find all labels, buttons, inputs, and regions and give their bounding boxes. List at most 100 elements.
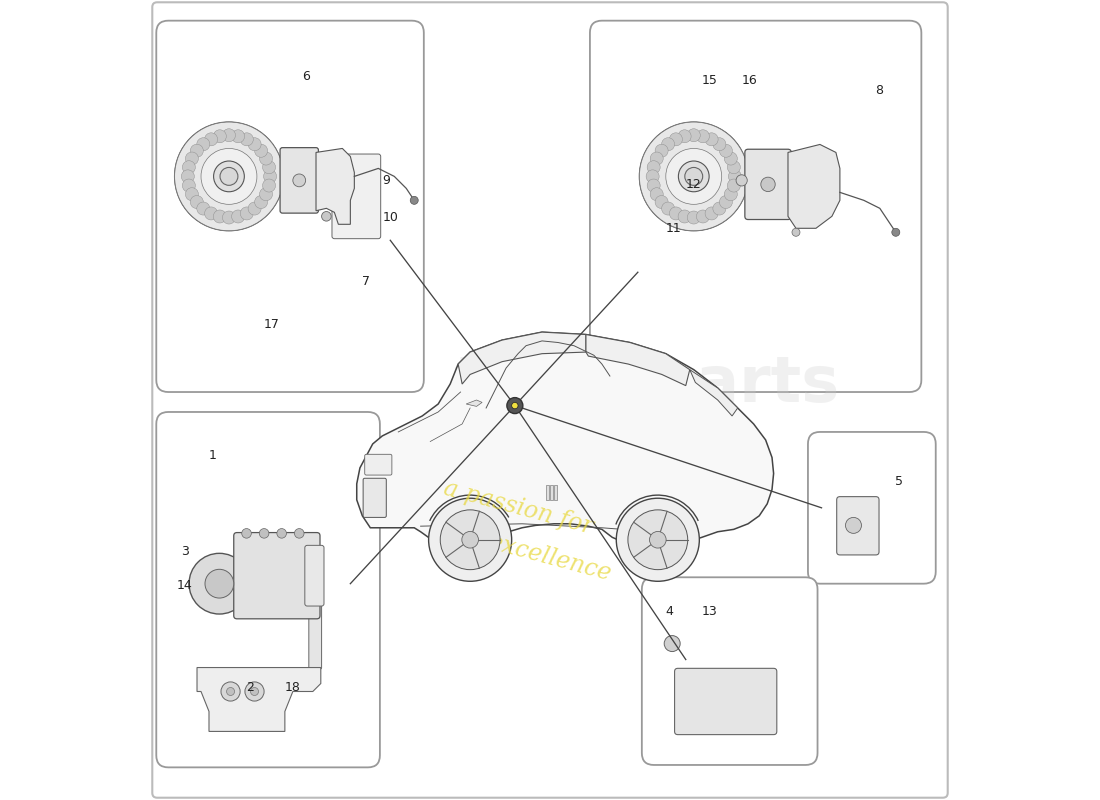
Circle shape — [410, 196, 418, 204]
Circle shape — [696, 130, 710, 143]
Circle shape — [719, 144, 733, 158]
Circle shape — [727, 161, 740, 174]
Polygon shape — [459, 332, 586, 384]
Circle shape — [213, 210, 227, 223]
Circle shape — [205, 207, 218, 220]
Text: 6: 6 — [302, 70, 310, 83]
Polygon shape — [316, 149, 354, 224]
Circle shape — [713, 138, 726, 150]
Circle shape — [507, 398, 522, 414]
Circle shape — [705, 133, 718, 146]
Text: a passion for: a passion for — [441, 477, 595, 539]
Circle shape — [260, 529, 268, 538]
Circle shape — [670, 133, 682, 146]
Circle shape — [251, 687, 258, 695]
Text: 9: 9 — [383, 174, 390, 187]
Circle shape — [245, 682, 264, 701]
Circle shape — [260, 188, 273, 201]
FancyBboxPatch shape — [233, 533, 320, 619]
Circle shape — [792, 228, 800, 236]
Circle shape — [254, 144, 267, 158]
Circle shape — [664, 635, 680, 651]
Text: 12: 12 — [686, 178, 702, 191]
Circle shape — [242, 529, 251, 538]
Circle shape — [321, 211, 331, 221]
Circle shape — [656, 195, 668, 209]
Circle shape — [440, 510, 500, 570]
Text: 7: 7 — [362, 275, 371, 288]
Polygon shape — [586, 334, 690, 386]
FancyBboxPatch shape — [674, 668, 777, 734]
Circle shape — [647, 161, 660, 174]
Circle shape — [761, 177, 776, 191]
Text: 16: 16 — [741, 74, 758, 87]
Polygon shape — [466, 400, 482, 406]
FancyBboxPatch shape — [590, 21, 922, 392]
FancyBboxPatch shape — [332, 154, 381, 238]
Circle shape — [649, 531, 667, 548]
Circle shape — [182, 170, 195, 183]
Circle shape — [679, 161, 710, 192]
Circle shape — [719, 195, 733, 209]
Text: 5: 5 — [895, 475, 903, 488]
Circle shape — [197, 202, 210, 215]
Circle shape — [213, 130, 227, 143]
Circle shape — [462, 531, 478, 548]
Text: 10: 10 — [383, 211, 398, 225]
Text: 11: 11 — [666, 222, 682, 234]
FancyBboxPatch shape — [837, 497, 879, 555]
Circle shape — [232, 130, 244, 143]
Circle shape — [688, 129, 701, 142]
Circle shape — [232, 210, 244, 223]
Circle shape — [646, 170, 659, 183]
Circle shape — [240, 207, 253, 220]
Text: 1: 1 — [208, 450, 216, 462]
Text: 15: 15 — [702, 74, 717, 87]
Circle shape — [639, 122, 748, 230]
Circle shape — [685, 167, 703, 186]
Circle shape — [189, 554, 250, 614]
Circle shape — [205, 570, 233, 598]
Circle shape — [678, 210, 691, 223]
Polygon shape — [197, 667, 321, 731]
FancyBboxPatch shape — [309, 598, 321, 669]
Circle shape — [678, 130, 691, 143]
Circle shape — [183, 179, 196, 192]
Circle shape — [197, 138, 210, 150]
Polygon shape — [356, 332, 773, 548]
Text: excellence: excellence — [486, 530, 614, 586]
Circle shape — [293, 174, 306, 186]
Circle shape — [727, 179, 740, 192]
FancyBboxPatch shape — [156, 21, 424, 392]
Circle shape — [213, 161, 244, 192]
Circle shape — [650, 188, 663, 201]
Circle shape — [705, 207, 718, 220]
Circle shape — [277, 529, 286, 538]
Circle shape — [713, 202, 726, 215]
Circle shape — [724, 152, 737, 165]
FancyBboxPatch shape — [808, 432, 936, 584]
Circle shape — [628, 510, 688, 570]
Text: 14: 14 — [177, 578, 192, 592]
Circle shape — [264, 170, 276, 183]
Circle shape — [254, 195, 267, 209]
Circle shape — [429, 498, 512, 582]
Text: 4: 4 — [666, 605, 673, 618]
Circle shape — [647, 179, 660, 192]
Text: 2: 2 — [246, 681, 254, 694]
Bar — [550, 486, 553, 500]
Circle shape — [656, 144, 668, 158]
Circle shape — [263, 161, 276, 174]
Text: 3: 3 — [182, 546, 189, 558]
Circle shape — [688, 211, 701, 224]
Circle shape — [846, 518, 861, 534]
Circle shape — [190, 144, 204, 158]
Circle shape — [249, 202, 261, 215]
FancyBboxPatch shape — [365, 454, 392, 475]
Text: turboparts: turboparts — [453, 353, 839, 415]
Circle shape — [892, 228, 900, 236]
FancyBboxPatch shape — [156, 412, 380, 767]
Text: 13: 13 — [702, 605, 717, 618]
Circle shape — [240, 133, 253, 146]
Circle shape — [260, 152, 273, 165]
